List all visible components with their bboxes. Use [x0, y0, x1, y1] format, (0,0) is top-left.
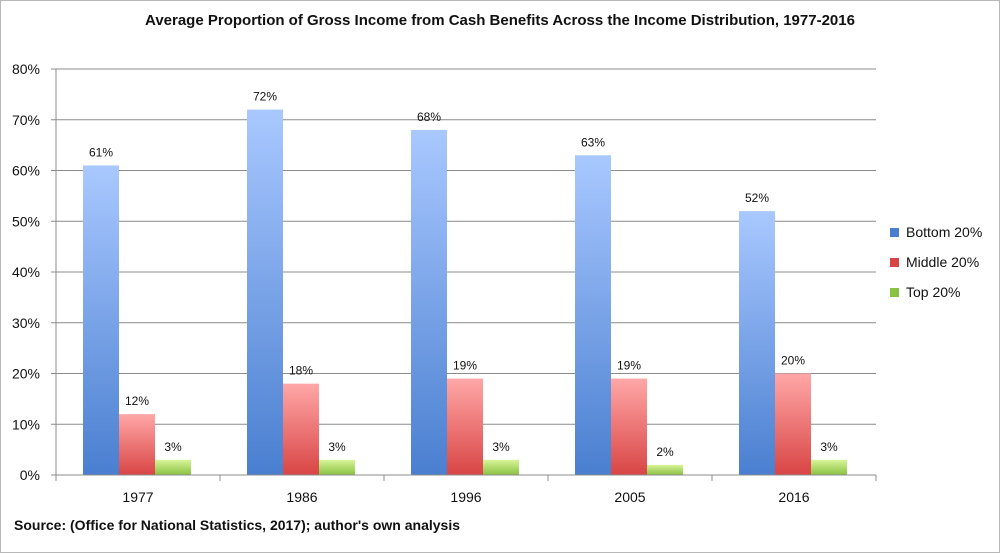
data-label: 72%	[253, 90, 277, 104]
y-tick-label: 30%	[12, 315, 40, 331]
bar-bottom-20-	[739, 211, 775, 475]
data-label: 12%	[125, 394, 149, 408]
y-tick-label: 60%	[12, 163, 40, 179]
data-labels: 61% 72% 68% 63% 52% 12% 18% 19% 19% 20% 3% 3% 3% 2% 3%	[89, 90, 838, 459]
bar-top-20-	[319, 459, 355, 475]
x-tick-label: 2005	[614, 489, 645, 505]
bar-top-20-	[811, 459, 847, 475]
x-tick-label: 1996	[450, 489, 481, 505]
legend-label: Middle 20%	[906, 254, 980, 270]
legend-swatch	[890, 258, 899, 267]
axes: 0% 10% 20% 30% 40% 50% 60% 70% 80% 1977 1986 1996 20…	[12, 61, 877, 505]
data-label: 18%	[289, 364, 313, 378]
bar-bottom-20-	[411, 129, 447, 475]
data-label: 68%	[417, 110, 441, 124]
y-tick-label: 80%	[12, 61, 40, 77]
bar-middle-20-	[447, 378, 483, 475]
legend-swatch	[890, 228, 899, 237]
data-label: 3%	[164, 440, 182, 454]
bar-middle-20-	[775, 373, 811, 475]
data-label: 20%	[781, 354, 805, 368]
source-note: Source: (Office for National Statistics,…	[14, 517, 460, 533]
bar-top-20-	[483, 459, 519, 475]
data-label: 52%	[745, 191, 769, 205]
legend-label: Bottom 20%	[906, 224, 983, 240]
y-tick-label: 10%	[12, 416, 40, 432]
legend-swatch	[890, 288, 899, 297]
bar-middle-20-	[119, 414, 155, 475]
y-tick-label: 0%	[20, 467, 40, 483]
bar-middle-20-	[283, 383, 319, 475]
x-tick-label: 2016	[778, 489, 809, 505]
chart-title: Average Proportion of Gross Income from …	[145, 12, 855, 29]
data-label: 19%	[617, 359, 641, 373]
bar-bottom-20-	[247, 109, 283, 475]
x-tick-label: 1986	[286, 489, 317, 505]
legend-label: Top 20%	[906, 284, 961, 300]
x-tick-label: 1977	[122, 489, 153, 505]
bar-bottom-20-	[575, 155, 611, 475]
y-tick-label: 20%	[12, 366, 40, 382]
y-tick-label: 70%	[12, 112, 40, 128]
data-label: 63%	[581, 135, 605, 149]
data-label: 2%	[656, 445, 674, 459]
data-label: 19%	[453, 359, 477, 373]
bar-top-20-	[155, 459, 191, 475]
y-tick-label: 50%	[12, 213, 40, 229]
data-label: 3%	[328, 440, 346, 454]
data-label: 3%	[820, 440, 838, 454]
bar-bottom-20-	[83, 165, 119, 476]
y-tick-label: 40%	[12, 264, 40, 280]
data-label: 61%	[89, 145, 113, 159]
bars	[83, 109, 847, 476]
bar-top-20-	[647, 464, 683, 475]
data-label: 3%	[492, 440, 510, 454]
bar-middle-20-	[611, 378, 647, 475]
